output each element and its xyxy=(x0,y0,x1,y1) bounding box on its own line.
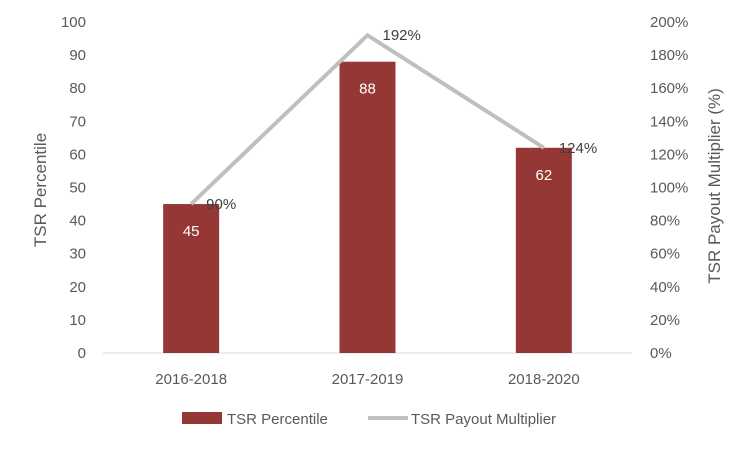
right-tick-label: 120% xyxy=(650,146,688,163)
x-tick-label: 2018-2020 xyxy=(508,371,580,388)
left-axis-title: TSR Percentile xyxy=(31,133,50,247)
left-tick-label: 0 xyxy=(78,345,86,362)
right-tick-label: 200% xyxy=(650,14,688,31)
bar xyxy=(163,204,220,353)
left-tick-label: 50 xyxy=(69,180,86,197)
x-tick-label: 2016-2018 xyxy=(155,371,227,388)
legend-label-line: TSR Payout Multiplier xyxy=(411,411,556,428)
left-tick-label: 70 xyxy=(69,113,86,130)
right-tick-label: 180% xyxy=(650,47,688,64)
line-data-labels: 90% 192% 124% xyxy=(206,27,597,213)
right-tick-label: 20% xyxy=(650,312,680,329)
left-axis-ticks: 0 10 20 30 40 50 60 70 80 90 100 xyxy=(61,14,86,362)
bar-series xyxy=(163,61,572,353)
right-axis-ticks: 0% 20% 40% 60% 80% 100% 120% 140% 160% 180% 200% xyxy=(650,14,688,362)
x-tick-label: 2017-2019 xyxy=(332,371,404,388)
bar-data-labels: 45 88 62 xyxy=(183,81,552,240)
left-tick-label: 30 xyxy=(69,246,86,263)
right-tick-label: 100% xyxy=(650,180,688,197)
bar-data-label: 62 xyxy=(535,167,552,184)
left-tick-label: 80 xyxy=(69,80,86,97)
right-tick-label: 140% xyxy=(650,113,688,130)
x-axis-tick-labels: 2016-2018 2017-2019 2018-2020 xyxy=(155,371,579,388)
right-tick-label: 160% xyxy=(650,80,688,97)
bar xyxy=(339,61,396,353)
line-data-label: 90% xyxy=(206,196,236,213)
left-tick-label: 40 xyxy=(69,213,86,230)
bar-data-label: 88 xyxy=(359,81,376,98)
left-tick-label: 100 xyxy=(61,14,86,31)
left-tick-label: 90 xyxy=(69,47,86,64)
left-tick-label: 20 xyxy=(69,279,86,296)
right-tick-label: 40% xyxy=(650,279,680,296)
right-tick-label: 80% xyxy=(650,213,680,230)
left-tick-label: 60 xyxy=(69,146,86,163)
line-data-label: 192% xyxy=(383,27,421,44)
left-tick-label: 10 xyxy=(69,312,86,329)
legend: TSR Percentile TSR Payout Multiplier xyxy=(182,411,556,428)
bar xyxy=(515,147,572,353)
right-axis-title: TSR Payout Multiplier (%) xyxy=(705,88,724,284)
legend-swatch-bar xyxy=(182,412,222,424)
payout-multiplier-line xyxy=(189,32,545,206)
legend-label-bar: TSR Percentile xyxy=(227,411,328,428)
line-data-label: 124% xyxy=(559,140,597,157)
right-tick-label: 0% xyxy=(650,345,672,362)
right-tick-label: 60% xyxy=(650,246,680,263)
bar-data-label: 45 xyxy=(183,223,200,240)
